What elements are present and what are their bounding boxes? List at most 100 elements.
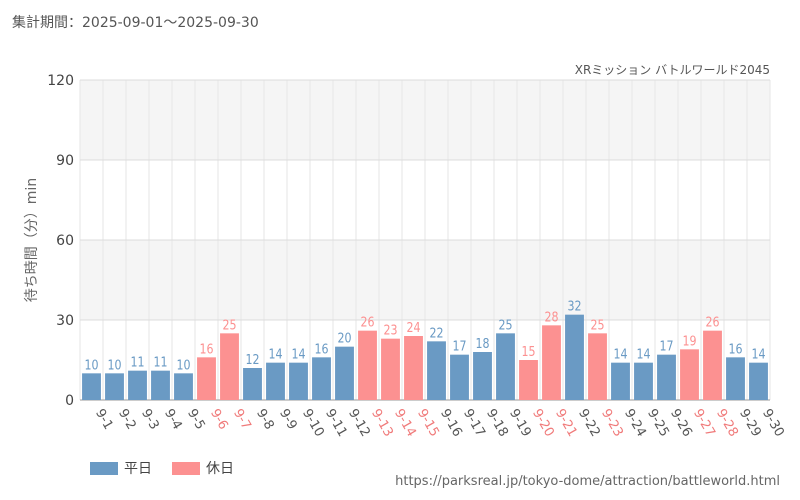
bar [565, 314, 584, 400]
bar [703, 330, 722, 400]
x-tick-label: 9-2 [115, 407, 139, 433]
x-tick-label: 9-4 [161, 407, 185, 433]
bar [634, 362, 653, 400]
x-tick-label: 9-3 [138, 407, 162, 433]
bar-value-label: 14 [291, 347, 305, 362]
legend-swatch-holiday [172, 461, 200, 475]
bar [680, 349, 699, 400]
bar [105, 373, 124, 400]
bar [450, 354, 469, 400]
bar [657, 354, 676, 400]
bar-value-label: 19 [682, 333, 696, 348]
x-tick-label: 9-12 [345, 407, 373, 440]
bar [82, 373, 101, 400]
bar-value-label: 14 [613, 347, 627, 362]
bar [243, 368, 262, 400]
x-tick-label: 9-22 [575, 407, 603, 440]
bar [749, 362, 768, 400]
x-tick-label: 9-30 [759, 407, 787, 440]
bar [726, 357, 745, 400]
bar-value-label: 26 [705, 315, 719, 330]
bar-value-label: 23 [383, 323, 397, 338]
legend-label-holiday: 休日 [206, 461, 234, 477]
bar [266, 362, 285, 400]
x-tick-label: 9-18 [483, 407, 511, 440]
legend-label-weekday: 平日 [124, 461, 152, 477]
legend: 平日 休日 [90, 458, 234, 478]
x-tick-label: 9-21 [552, 407, 580, 440]
bar [611, 362, 630, 400]
bar [496, 333, 515, 400]
bar-value-label: 26 [360, 315, 374, 330]
bar [473, 352, 492, 400]
bar [588, 333, 607, 400]
y-axis-label: 待ち時間（分）min [24, 178, 40, 302]
x-tick-label: 9-6 [207, 407, 231, 433]
bar-value-label: 12 [245, 352, 259, 367]
y-tick-label: 120 [47, 73, 74, 89]
bar [519, 360, 538, 400]
x-tick-label: 9-8 [253, 407, 277, 433]
bar-value-label: 16 [728, 341, 742, 356]
bar-value-label: 17 [659, 339, 673, 354]
x-tick-label: 9-24 [621, 407, 649, 440]
x-tick-label: 9-28 [713, 407, 741, 440]
bar-value-label: 17 [452, 339, 466, 354]
bar [197, 357, 216, 400]
x-tick-label: 9-14 [391, 407, 419, 440]
bar-value-label: 16 [199, 341, 213, 356]
bar-value-label: 11 [153, 355, 167, 370]
bar-value-label: 10 [84, 357, 98, 372]
bar-value-label: 10 [176, 357, 190, 372]
x-tick-label: 9-5 [184, 407, 208, 433]
bar [542, 325, 561, 400]
bar-value-label: 15 [521, 344, 535, 359]
bar [151, 370, 170, 400]
x-tick-label: 9-13 [368, 407, 396, 440]
source-url[interactable]: https://parksreal.jp/tokyo-dome/attracti… [395, 474, 780, 489]
x-tick-label: 9-15 [414, 407, 442, 440]
y-tick-label: 90 [56, 153, 74, 169]
x-tick-label: 9-20 [529, 407, 557, 440]
legend-item-holiday[interactable]: 休日 [172, 458, 234, 478]
legend-swatch-weekday [90, 461, 118, 475]
x-tick-label: 9-19 [506, 407, 534, 440]
bar-value-label: 28 [544, 309, 558, 324]
x-tick-label: 9-29 [736, 407, 764, 440]
bar [220, 333, 239, 400]
legend-item-weekday[interactable]: 平日 [90, 458, 152, 478]
bar-value-label: 32 [567, 299, 581, 314]
bar-value-label: 22 [429, 325, 443, 340]
bar [174, 373, 193, 400]
bar [404, 336, 423, 400]
bar-value-label: 25 [222, 317, 236, 332]
bar [312, 357, 331, 400]
bar-value-label: 20 [337, 331, 351, 346]
bar-value-label: 14 [751, 347, 765, 362]
chart-title: XRミッション バトルワールド2045 [575, 63, 770, 77]
bar-value-label: 16 [314, 341, 328, 356]
x-tick-label: 9-11 [322, 407, 350, 440]
bar [381, 338, 400, 400]
bar [128, 370, 147, 400]
bar-value-label: 24 [406, 320, 420, 335]
x-tick-label: 9-27 [690, 407, 718, 440]
bar [358, 330, 377, 400]
y-tick-label: 60 [56, 233, 74, 249]
x-tick-label: 9-17 [460, 407, 488, 440]
x-tick-label: 9-9 [276, 407, 300, 433]
x-tick-label: 9-25 [644, 407, 672, 440]
x-tick-label: 9-16 [437, 407, 465, 440]
bar-value-label: 25 [590, 317, 604, 332]
bar [335, 346, 354, 400]
y-tick-label: 30 [56, 313, 74, 329]
bar-value-label: 14 [636, 347, 650, 362]
bar-value-label: 10 [107, 357, 121, 372]
bar-value-label: 25 [498, 317, 512, 332]
bar [427, 341, 446, 400]
bar [289, 362, 308, 400]
x-tick-label: 9-10 [299, 407, 327, 440]
x-tick-label: 9-1 [92, 407, 116, 433]
bar-value-label: 18 [475, 336, 489, 351]
